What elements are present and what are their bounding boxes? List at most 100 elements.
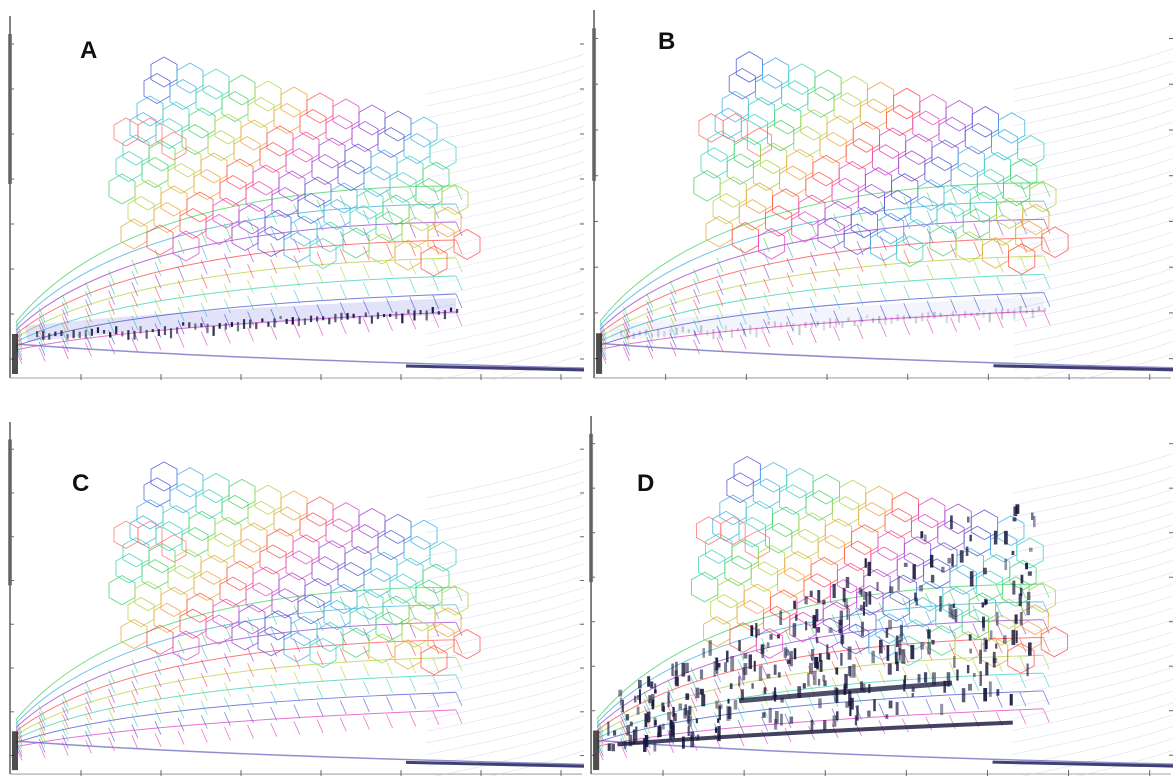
grid-cell-edge <box>1020 312 1027 327</box>
grid-cell-edge <box>693 339 700 355</box>
origin-spot <box>12 731 18 771</box>
grid-cell-edge <box>786 301 794 317</box>
grid-cell-edge <box>386 316 393 331</box>
grid-cell-edge <box>316 321 324 336</box>
panel-a-label: A <box>80 37 98 64</box>
grid-cell-edge <box>247 678 254 693</box>
hex-cell <box>375 611 403 642</box>
grid-cell-edge <box>270 259 278 274</box>
grid-cell-edge <box>739 334 747 350</box>
grid-band <box>599 218 1044 330</box>
signal-spot <box>827 653 831 660</box>
signal-spot <box>902 315 905 321</box>
panel-c: C <box>6 420 584 776</box>
grid-cell-edge <box>38 727 46 742</box>
hex-cell <box>292 534 320 565</box>
grid-cell-edge <box>432 258 440 274</box>
grid-cell-edge <box>270 275 278 291</box>
signal-spot <box>669 329 672 338</box>
hex-cell <box>781 80 809 112</box>
y-axis-bar <box>592 28 597 181</box>
grid-cell-edge <box>761 664 768 679</box>
signal-spot <box>176 327 179 334</box>
signal-spot <box>943 680 947 693</box>
signal-spot <box>885 714 889 719</box>
fan-line <box>425 481 584 522</box>
signal-spot <box>923 672 928 683</box>
signal-spot <box>976 312 979 316</box>
fan-line <box>425 209 584 251</box>
signal-spot <box>849 665 852 678</box>
signal-spot <box>638 330 641 336</box>
grid-cell-edge <box>270 610 278 625</box>
grid-cell-edge <box>623 323 630 339</box>
signal-spot <box>939 312 942 317</box>
fan-line <box>425 233 584 275</box>
fan-line <box>1012 583 1173 624</box>
signal-spot <box>927 642 931 655</box>
signal-spot <box>848 690 852 707</box>
signal-spot <box>717 718 720 723</box>
hex-cell <box>786 148 814 181</box>
hex-cell <box>337 159 365 192</box>
hex-cell <box>743 583 771 615</box>
signal-spot <box>1028 547 1033 552</box>
grid-cell-edge <box>1042 708 1050 723</box>
grid-cell-edge <box>596 722 604 737</box>
signal-spot <box>981 602 985 608</box>
grid-cell-edge <box>154 335 162 350</box>
signal-spot <box>777 672 781 678</box>
grid-cell-edge <box>925 698 933 714</box>
grid-cell-edge <box>409 296 417 311</box>
signal-spot <box>1031 512 1034 520</box>
fan-line <box>1013 97 1173 139</box>
hex-cell <box>772 506 800 538</box>
fan-line <box>425 173 584 215</box>
grid-cell-edge <box>316 286 324 302</box>
signal-spot <box>699 688 704 695</box>
hex-cell <box>167 162 195 195</box>
hex-cell <box>228 478 256 510</box>
grid-cell-edge <box>108 717 115 732</box>
grid-cell-edge <box>200 245 208 261</box>
hex-cell <box>358 508 386 539</box>
hex-cell <box>150 56 178 88</box>
signal-spot <box>685 662 689 673</box>
signal-spot <box>653 743 657 752</box>
signal-spot <box>845 701 849 708</box>
hex-cell <box>983 151 1012 184</box>
fan-line <box>425 281 584 323</box>
signal-spot <box>985 640 988 650</box>
grid-cell-edge <box>948 625 956 640</box>
hex-cell <box>893 87 921 120</box>
signal-spot <box>878 316 881 324</box>
signal-spot <box>859 317 862 327</box>
signal-spot <box>814 656 819 669</box>
signal-spot <box>370 315 373 324</box>
hex-cell <box>120 218 148 250</box>
signal-spot <box>835 318 838 328</box>
hex-cell <box>824 518 853 550</box>
fan-line <box>425 610 584 650</box>
grid-cell-edge <box>856 324 864 340</box>
hex-cell <box>108 173 136 205</box>
hex-cell <box>819 131 847 164</box>
signal-spot <box>78 331 81 339</box>
hex-cell <box>912 110 940 143</box>
fan-line <box>425 668 584 709</box>
grid-cell-edge <box>903 196 911 211</box>
signal-spot <box>358 316 361 325</box>
signal-spot <box>675 327 678 336</box>
hex-cell <box>108 575 136 606</box>
grid-cell-edge <box>339 284 347 299</box>
signal-spot <box>650 681 654 689</box>
grid-cell-edge <box>599 320 607 336</box>
signal-spot <box>985 662 989 676</box>
signal-spot <box>755 622 758 638</box>
hex-cell <box>245 582 273 613</box>
fan-line <box>1013 316 1173 358</box>
hex-cell <box>774 103 802 135</box>
grid-cell-edge <box>224 623 231 638</box>
signal-spot <box>139 326 142 334</box>
signal-spot <box>864 558 867 568</box>
